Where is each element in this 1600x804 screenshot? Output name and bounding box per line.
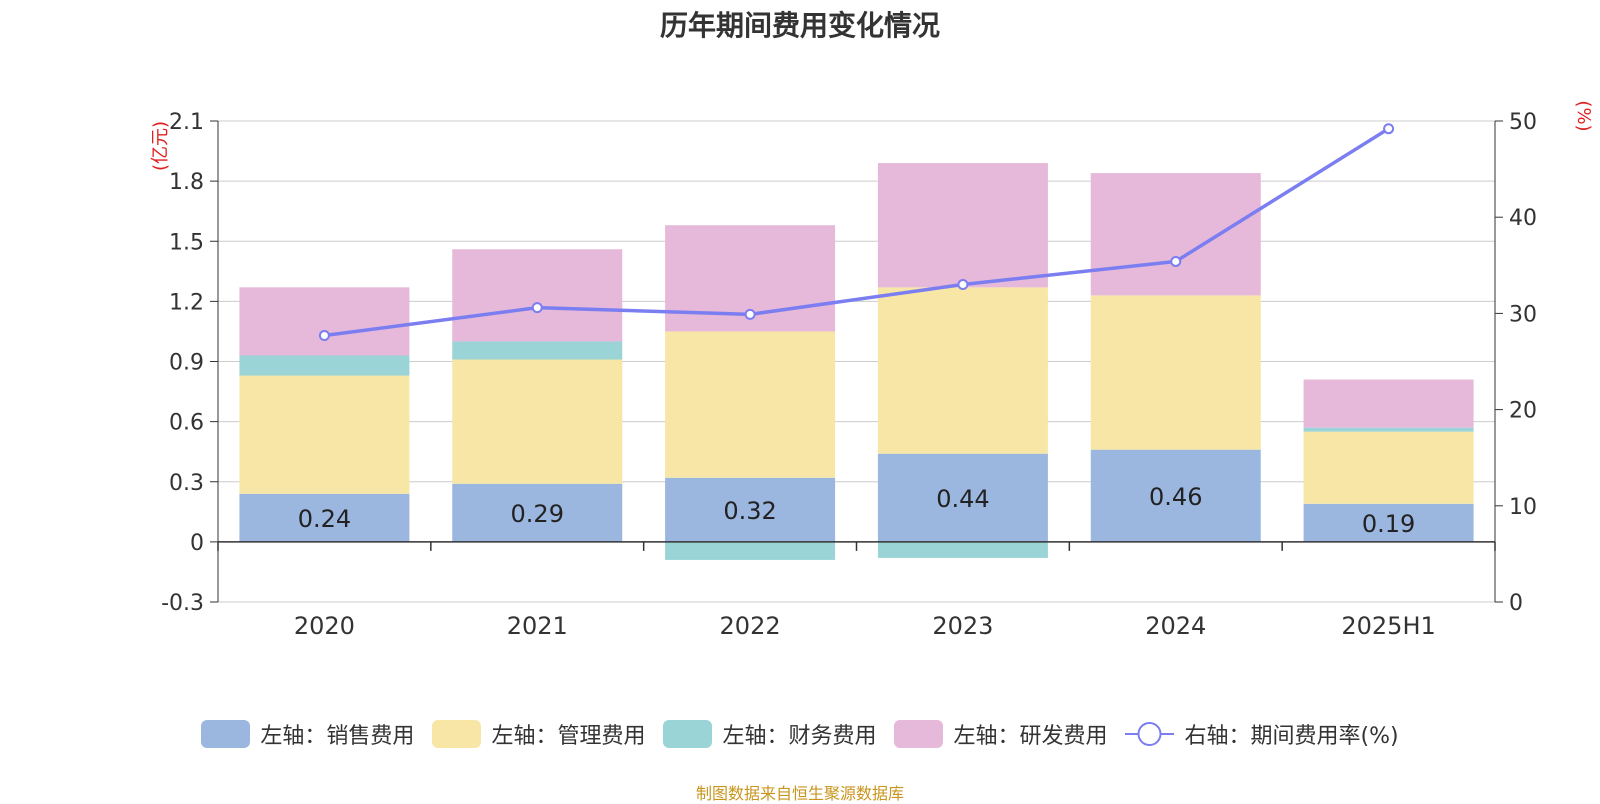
bar-sales (665, 477, 836, 542)
right-tick-label: 40 (1509, 206, 1537, 231)
chart-plot: -0.3 0 0.3 0.6 0.9 1.2 1.5 1.8 2.1 0 10 20 30 40 50 (亿元… (150, 100, 1594, 640)
bar-sales (1090, 449, 1261, 542)
right-tick-label: 50 (1509, 110, 1537, 135)
bar-sales (452, 483, 623, 542)
bar-admin (877, 287, 1048, 454)
bar-admin (1090, 295, 1261, 450)
legend-label-rate: 右轴：期间费用率(%) (1184, 724, 1399, 749)
rate-line (324, 127, 1390, 338)
legend-item-admin[interactable]: 左轴：管理费用 (432, 718, 645, 750)
category-label: 2023 (932, 612, 993, 640)
left-tick-label: 0.3 (169, 471, 204, 496)
legend-swatch-admin (432, 720, 482, 748)
right-axis-unit: (%) (1573, 100, 1594, 131)
legend-swatch-finance (663, 720, 713, 748)
right-tick-label: 30 (1509, 302, 1537, 327)
left-axis-unit: (亿元) (150, 121, 171, 171)
bar-admin (239, 375, 410, 494)
chart-legend: 左轴：销售费用 左轴：管理费用 左轴：财务费用 左轴：研发费用 右轴：期间费用率… (0, 718, 1600, 750)
legend-label-rnd: 左轴：研发费用 (953, 724, 1108, 749)
rate-point (318, 330, 330, 342)
bar-finance (877, 541, 1048, 558)
legend-line-marker-icon (1125, 722, 1175, 746)
bar-rnd (1090, 173, 1261, 296)
bar-rnd (877, 163, 1048, 288)
bar-data-label: 0.24 (298, 505, 351, 533)
category-label: 2022 (720, 612, 781, 640)
legend-item-rate[interactable]: 右轴：期间费用率(%) (1125, 718, 1399, 750)
category-label: 2020 (294, 612, 355, 640)
legend-swatch-sales (201, 720, 251, 748)
left-tick-label: -0.3 (161, 591, 204, 616)
left-tick-label: 1.8 (169, 170, 204, 195)
chart-title: 历年期间费用变化情况 (659, 9, 940, 42)
left-tick-label: 1.2 (169, 290, 204, 315)
category-label: 2024 (1145, 612, 1206, 640)
legend-item-sales[interactable]: 左轴：销售费用 (201, 718, 414, 750)
bar-admin (452, 359, 623, 484)
left-tick-label: 1.5 (169, 230, 204, 255)
data-source-note: 制图数据来自恒生聚源数据库 (695, 784, 904, 803)
rate-point (744, 308, 756, 320)
left-tick-label: 0.9 (169, 351, 204, 376)
bar-admin (1303, 431, 1474, 504)
bar-data-label: 0.29 (511, 500, 564, 528)
rate-point (531, 302, 543, 314)
legend-label-admin: 左轴：管理费用 (491, 724, 646, 749)
legend-swatch-rnd (894, 720, 944, 748)
bar-data-label: 0.44 (936, 485, 989, 513)
rate-point (957, 279, 969, 291)
left-tick-label: 0.6 (169, 411, 204, 436)
bar-rnd (1303, 379, 1474, 428)
right-tick-label: 0 (1509, 591, 1523, 616)
rate-point (1383, 123, 1395, 135)
legend-item-rnd[interactable]: 左轴：研发费用 (894, 718, 1107, 750)
legend-item-finance[interactable]: 左轴：财务费用 (663, 718, 876, 750)
bar-data-label: 0.46 (1149, 483, 1202, 511)
bar-sales (877, 453, 1048, 542)
bar-admin (665, 331, 836, 478)
bar-finance (239, 355, 410, 376)
bar-rnd (452, 249, 623, 342)
rate-point (1170, 255, 1182, 267)
category-label: 2021 (507, 612, 568, 640)
bar-sales (1303, 503, 1474, 542)
bar-finance (1303, 427, 1474, 432)
bar-finance (665, 541, 836, 560)
bar-data-label: 0.32 (723, 497, 776, 525)
legend-label-sales: 左轴：销售费用 (260, 724, 415, 749)
bar-sales (239, 493, 410, 542)
left-tick-label: 0 (190, 531, 204, 556)
left-tick-label: 2.1 (169, 110, 204, 135)
right-tick-label: 10 (1509, 495, 1537, 520)
bar-data-label: 0.19 (1362, 510, 1415, 538)
legend-label-finance: 左轴：财务费用 (722, 724, 877, 749)
bar-rnd (239, 287, 410, 356)
category-label: 2025H1 (1341, 612, 1435, 640)
right-tick-label: 20 (1509, 399, 1537, 424)
bar-finance (452, 341, 623, 360)
